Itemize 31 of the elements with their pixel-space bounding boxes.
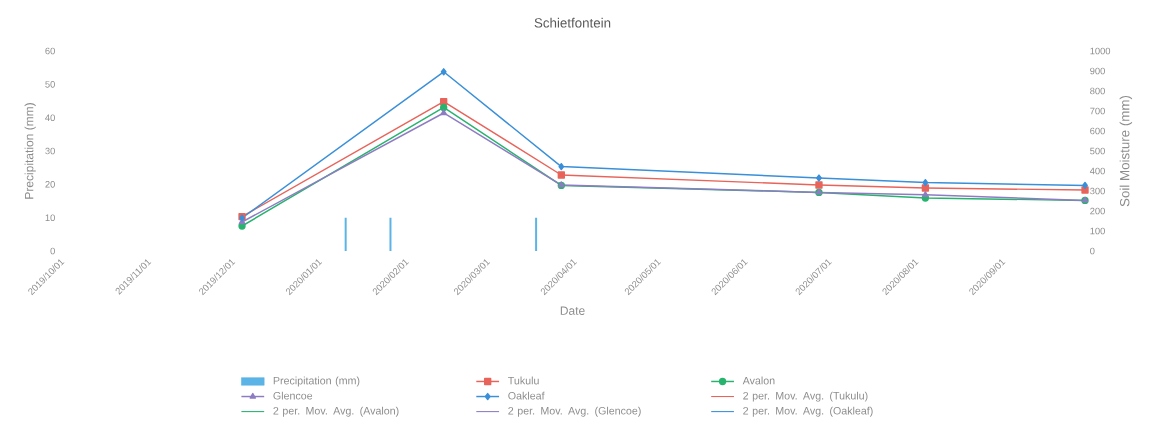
y2-tick-label: 400 — [1089, 167, 1105, 175]
y2-tick-label: 200 — [1090, 207, 1105, 215]
y-tick-label: 30 — [45, 147, 55, 155]
y-axis-title: Precipitation (mm) — [24, 103, 36, 199]
y2-tick-label: 500 — [1090, 147, 1105, 155]
legend-label: Precipitation (mm) — [273, 376, 360, 387]
y-tick-label: 10 — [45, 214, 55, 221]
legend-label: Glencoe — [273, 391, 313, 400]
legend-label: Oakleaf — [508, 391, 545, 400]
legend-label: Avalon — [742, 376, 775, 385]
y-tick-label: 0 — [50, 247, 55, 255]
legend-label: 2 per. Mov. Avg. (Glencoe) — [508, 406, 641, 417]
y2-tick-label: 0 — [1090, 247, 1095, 255]
y2-tick-label: 300 — [1090, 187, 1105, 195]
y-tick-label: 50 — [45, 81, 55, 88]
y-tick-label: 40 — [45, 114, 55, 121]
legend-label: 2 per. Mov. Avg. (Tukulu) — [743, 391, 868, 402]
y2-tick-label: 100 — [1090, 227, 1105, 235]
y-tick-label: 20 — [45, 181, 55, 188]
y2-tick-label: 800 — [1090, 87, 1105, 95]
legend-label: Tukulu — [508, 376, 539, 385]
y2-tick-label: 900 — [1090, 67, 1105, 75]
x-axis-title: Date — [560, 306, 585, 315]
y2-axis-title: Soil Moisture (mm) — [1119, 95, 1133, 207]
y2-tick-label: 700 — [1090, 107, 1105, 115]
legend-label: 2 per. Mov. Avg. (Oakleaf) — [743, 406, 873, 417]
y-tick-label: 60 — [45, 47, 55, 55]
y2-tick-label: 600 — [1090, 127, 1105, 135]
legend-label: 2 per. Mov. Avg. (Avalon) — [273, 406, 399, 417]
y2-tick-label: 1000 — [1090, 47, 1111, 55]
chart-title: Schietfontein — [534, 17, 611, 28]
